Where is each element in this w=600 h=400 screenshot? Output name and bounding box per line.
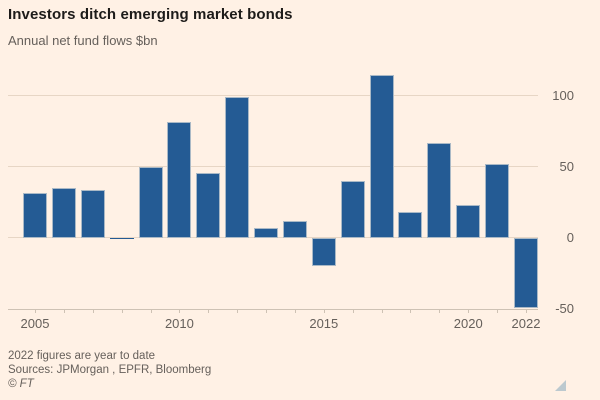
bar-2006 <box>51 188 76 238</box>
x-tick-2007 <box>92 309 94 313</box>
footnote: 2022 figures are year to date <box>8 350 156 362</box>
bar-2009 <box>138 166 163 238</box>
bar-2005 <box>23 192 47 238</box>
x-tick-2021 <box>497 309 499 313</box>
bar-2021 <box>485 164 510 238</box>
x-tick-2011 <box>208 309 210 313</box>
x-tick-2012 <box>237 309 239 313</box>
bar-2019 <box>427 142 452 238</box>
bar-2015 <box>311 237 336 267</box>
x-tick-2020 <box>468 309 470 313</box>
chart-footer: 2022 figures are year to date Sources: J… <box>8 349 211 391</box>
gridline--50 <box>8 308 538 310</box>
bar-2020 <box>456 205 481 238</box>
copyright-label: © FT <box>8 378 34 390</box>
bar-2008 <box>109 237 134 240</box>
x-tick-2019 <box>439 309 441 313</box>
x-tick-2016 <box>352 309 354 313</box>
y-axis-label--50: -50 <box>555 301 574 316</box>
gridline-50 <box>8 166 538 168</box>
resize-handle-icon[interactable] <box>555 380 566 391</box>
x-tick-2010 <box>179 309 181 313</box>
page-title: Investors ditch emerging market bonds <box>8 6 293 23</box>
x-tick-2015 <box>323 309 325 313</box>
bar-chart-plot-area: -50 0 50 100 2005 2010 2015 2020 2022 <box>8 64 574 331</box>
x-tick-2005 <box>35 309 36 313</box>
bar-2022 <box>514 237 538 308</box>
y-axis-label-50: 50 <box>559 158 574 174</box>
y-axis-label-100: 100 <box>552 87 574 103</box>
y-axis-label-0: 0 <box>566 229 574 245</box>
chart-subtitle: Annual net fund flows $bn <box>8 33 158 48</box>
x-tick-2009 <box>150 309 152 313</box>
x-tick-2017 <box>381 309 383 313</box>
x-tick-2018 <box>410 309 412 313</box>
x-tick-2008 <box>121 309 123 313</box>
x-tick-2014 <box>294 309 296 313</box>
bar-2016 <box>340 181 365 238</box>
x-tick-2022 <box>526 309 527 313</box>
bar-2018 <box>398 212 423 238</box>
bar-2010 <box>167 121 192 238</box>
x-axis-label-2022: 2022 <box>511 316 541 331</box>
x-axis-label-2005: 2005 <box>20 316 50 331</box>
bar-2013 <box>254 228 279 238</box>
x-axis-label-2020: 2020 <box>453 316 483 331</box>
x-tick-2013 <box>266 309 268 313</box>
bar-2014 <box>282 220 307 238</box>
x-axis-label-2010: 2010 <box>164 316 194 331</box>
sources-line: Sources: JPMorgan , EPFR, Bloomberg <box>8 364 212 376</box>
bar-2012 <box>225 97 250 238</box>
bar-2017 <box>369 74 394 238</box>
gridline-100 <box>8 95 538 97</box>
x-axis-label-2015: 2015 <box>309 316 339 331</box>
gridline-0 <box>8 237 538 239</box>
bar-2007 <box>80 189 105 238</box>
x-tick-2006 <box>63 309 65 313</box>
bar-2011 <box>196 172 221 238</box>
